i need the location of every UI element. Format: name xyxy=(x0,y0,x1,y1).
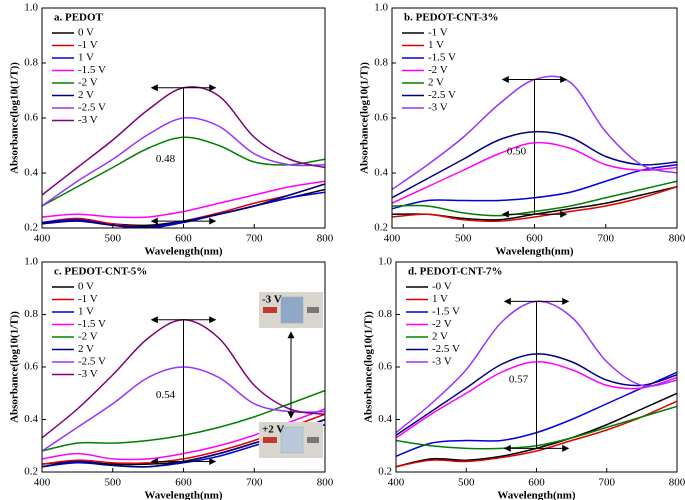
y-tick-label: 1.0 xyxy=(24,256,38,268)
annotation: 0.48 xyxy=(156,153,176,165)
legend-label: 2 V xyxy=(432,331,448,343)
legend-label: 0 V xyxy=(78,281,94,293)
x-tick-label: 600 xyxy=(175,477,192,489)
legend-label: -2.5 V xyxy=(78,102,106,114)
y-tick-label: 0.2 xyxy=(24,466,38,478)
panel-title: b. PEDOT-CNT-3% xyxy=(404,12,499,24)
legend-label: -1 V xyxy=(78,293,98,305)
annotation: 0.57 xyxy=(509,373,529,385)
legend-label: -2 V xyxy=(428,64,448,76)
y-axis-label: Absorbance(log10(1/T)) xyxy=(9,311,21,423)
annotation: 0.54 xyxy=(156,389,176,401)
x-tick-label: 600 xyxy=(175,233,192,245)
legend-label: 2 V xyxy=(428,77,444,89)
photo-clip xyxy=(307,307,319,313)
y-tick-label: 0.2 xyxy=(374,222,388,234)
y-tick-label: 0.8 xyxy=(374,57,388,69)
x-tick-label: 400 xyxy=(34,477,51,489)
legend-label: -3 V xyxy=(432,356,452,368)
legend-label: -1.5 V xyxy=(428,52,456,64)
x-tick-label: 600 xyxy=(528,477,545,489)
panel: 400 500 600 700 800 0.2 0.4 0.6 0.8 1.0 Wavelength… xyxy=(363,256,685,500)
y-tick-label: 0.4 xyxy=(24,167,38,179)
panel: 400 500 600 700 800 0.2 0.4 0.6 0.8 1.0 Wavelength… xyxy=(9,2,334,258)
y-tick-label: 0.6 xyxy=(374,112,388,124)
legend-label: 0 V xyxy=(78,27,94,39)
legend-label: -2 V xyxy=(432,318,452,330)
x-axis-label: Wavelength(nm) xyxy=(144,246,223,258)
y-tick-label: 1.0 xyxy=(374,2,388,14)
legend-label: -2.5 V xyxy=(432,343,460,355)
legend-label: -2 V xyxy=(78,77,98,89)
x-tick-label: 800 xyxy=(669,233,685,245)
panel-title: c. PEDOT-CNT-5% xyxy=(54,266,147,278)
y-tick-label: 0.6 xyxy=(24,112,38,124)
x-tick-label: 800 xyxy=(669,477,685,489)
y-tick-label: 0.8 xyxy=(24,57,38,69)
legend-label: -1 V xyxy=(78,39,98,51)
x-axis-label: Wavelength(nm) xyxy=(144,490,223,500)
y-tick-label: 0.6 xyxy=(24,361,38,373)
y-tick-label: 0.4 xyxy=(24,413,38,425)
legend-label: -1.5 V xyxy=(78,64,106,76)
x-tick-label: 800 xyxy=(317,477,334,489)
photo-label: +2 V xyxy=(262,424,284,436)
legend-label: -0 V xyxy=(432,281,452,293)
legend-label: -1.5 V xyxy=(78,318,106,330)
x-tick-label: 400 xyxy=(384,233,401,245)
x-tick-label: 500 xyxy=(105,477,122,489)
y-axis-label: Absorbance(log10(1/T)) xyxy=(9,62,21,174)
x-tick-label: 700 xyxy=(598,233,615,245)
legend-label: -2 V xyxy=(78,331,98,343)
legend-label: 1 V xyxy=(78,306,94,318)
photo-clip xyxy=(263,307,277,313)
x-tick-label: 800 xyxy=(317,233,334,245)
legend-label: -3 V xyxy=(78,114,98,126)
legend-label: -3 V xyxy=(428,102,448,114)
x-tick-label: 500 xyxy=(455,233,472,245)
x-tick-label: 700 xyxy=(246,477,263,489)
legend-label: 1 V xyxy=(78,52,94,64)
y-tick-label: 0.4 xyxy=(378,413,392,425)
legend-label: -2.5 V xyxy=(428,89,456,101)
panel: 400 500 600 700 800 0.2 0.4 0.6 0.8 1.0 Wavelength… xyxy=(9,256,334,500)
x-tick-label: 400 xyxy=(34,233,51,245)
y-axis-label: Absorbance(log10(1/T)) xyxy=(359,62,371,174)
panel-title: a. PEDOT xyxy=(54,12,104,24)
y-axis-label: Absorbance(log10(1/T)) xyxy=(363,311,375,423)
legend-label: 2 V xyxy=(78,343,94,355)
y-tick-label: 1.0 xyxy=(24,2,38,14)
y-tick-label: 0.6 xyxy=(378,361,392,373)
photo-sample xyxy=(280,426,304,454)
legend-label: -3 V xyxy=(78,368,98,380)
y-tick-label: 0.2 xyxy=(378,466,392,478)
x-tick-label: 500 xyxy=(458,477,475,489)
annotation: 0.50 xyxy=(507,145,527,157)
x-tick-label: 700 xyxy=(599,477,616,489)
y-tick-label: 0.4 xyxy=(374,167,388,179)
y-tick-label: 0.2 xyxy=(24,222,38,234)
x-tick-label: 600 xyxy=(526,233,543,245)
y-tick-label: 1.0 xyxy=(378,256,392,268)
photo-clip xyxy=(263,437,277,443)
x-axis-label: Wavelength(nm) xyxy=(495,246,574,258)
y-tick-label: 0.8 xyxy=(24,308,38,320)
panel-title: d. PEDOT-CNT-7% xyxy=(408,266,503,278)
y-tick-label: 0.8 xyxy=(378,308,392,320)
x-axis-label: Wavelength(nm) xyxy=(497,490,576,500)
legend-label: 1 V xyxy=(432,293,448,305)
photo-sample xyxy=(280,296,304,324)
legend-label: 1 V xyxy=(428,39,444,51)
legend-label: 2 V xyxy=(78,89,94,101)
legend-label: -2.5 V xyxy=(78,356,106,368)
legend-label: -1 V xyxy=(428,27,448,39)
legend-label: -1.5 V xyxy=(432,306,460,318)
x-tick-label: 500 xyxy=(105,233,122,245)
x-tick-label: 400 xyxy=(388,477,405,489)
panel: 400 500 600 700 800 0.2 0.4 0.6 0.8 1.0 Wavelength… xyxy=(359,2,685,258)
x-tick-label: 700 xyxy=(246,233,263,245)
photo-label: -3 V xyxy=(262,294,282,306)
photo-clip xyxy=(307,437,319,443)
